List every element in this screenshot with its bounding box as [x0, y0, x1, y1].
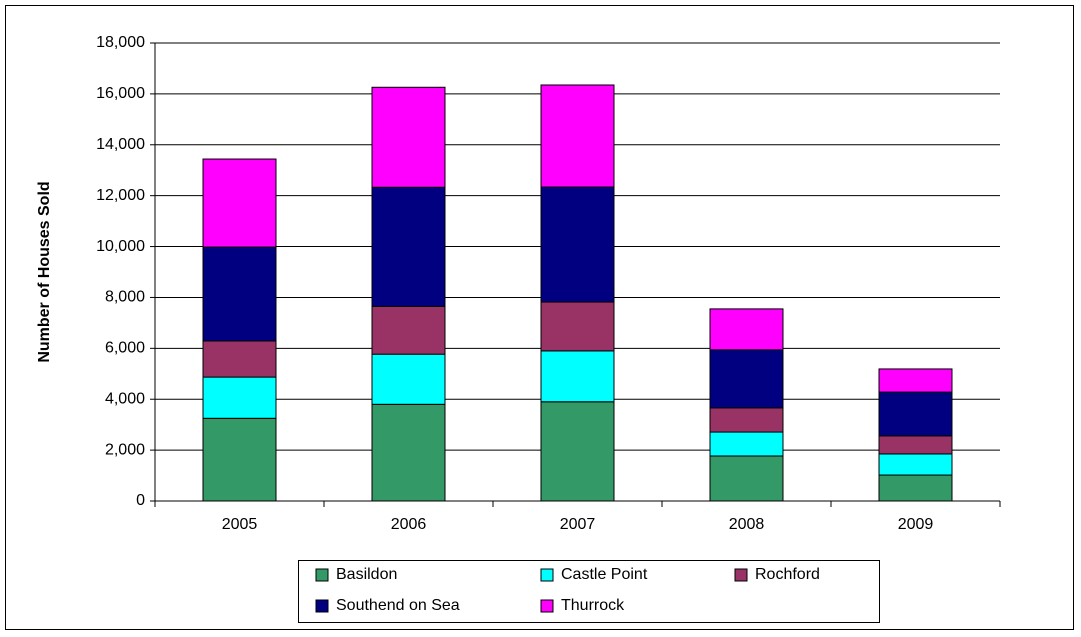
x-tick-label: 2009: [898, 516, 934, 533]
bar-segment: [709, 431, 784, 457]
bar-segment: [202, 417, 277, 502]
x-tick-label: 2007: [560, 516, 596, 533]
bar-segment: [202, 158, 277, 248]
bar-segment: [709, 455, 784, 502]
legend-swatch: [540, 568, 554, 582]
bar-segment: [878, 474, 953, 502]
y-tick-label: 12,000: [96, 187, 145, 204]
x-tick-label: 2005: [222, 516, 258, 533]
y-tick-label: 18,000: [96, 34, 145, 51]
bar-segment: [371, 353, 446, 405]
bar-segment: [540, 350, 615, 403]
legend-swatch: [315, 599, 329, 613]
x-tick-label: 2006: [391, 516, 427, 533]
bar-segment: [371, 403, 446, 502]
y-tick-label: 6,000: [105, 340, 145, 357]
x-tick-label: 2008: [729, 516, 765, 533]
legend-label: Basildon: [336, 566, 397, 583]
legend-swatch: [540, 599, 554, 613]
y-tick-label: 2,000: [105, 441, 145, 458]
y-tick-label: 16,000: [96, 85, 145, 102]
bar-segment: [709, 308, 784, 351]
bar-segment: [371, 305, 446, 355]
legend-label: Rochford: [755, 566, 820, 583]
y-tick-label: 8,000: [105, 289, 145, 306]
legend: [298, 560, 880, 623]
bar-segment: [878, 453, 953, 476]
bar-segment: [540, 186, 615, 303]
bar-segment: [540, 301, 615, 352]
bar-segment: [371, 86, 446, 188]
legend-label: Castle Point: [561, 566, 648, 583]
y-tick-label: 4,000: [105, 390, 145, 407]
bar-segment: [709, 349, 784, 409]
y-tick-label: 14,000: [96, 136, 145, 153]
bar-segment: [202, 246, 277, 342]
legend-swatch: [315, 568, 329, 582]
y-axis-label: Number of Houses Sold: [36, 181, 53, 362]
bar-segment: [709, 407, 784, 433]
y-tick-label: 0: [136, 492, 145, 509]
bar-segment: [878, 391, 953, 437]
legend-label: Southend on Sea: [336, 597, 460, 614]
bar-segment: [202, 376, 277, 419]
bar-segment: [202, 340, 277, 378]
bar-segment: [540, 401, 615, 502]
y-tick-label: 10,000: [96, 238, 145, 255]
bar-segment: [878, 435, 953, 455]
legend-label: Thurrock: [561, 597, 625, 614]
legend-swatch: [734, 568, 748, 582]
bar-segment: [878, 368, 953, 393]
bar-segment: [371, 186, 446, 307]
chart-border: [5, 5, 1074, 630]
bar-segment: [540, 84, 615, 188]
